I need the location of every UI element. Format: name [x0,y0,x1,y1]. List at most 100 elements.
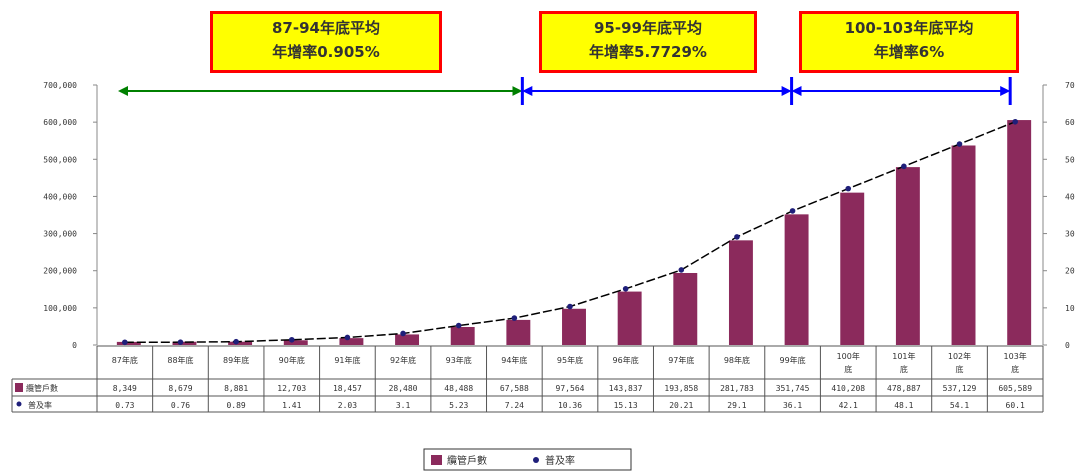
annotation-1-line2: 年增率0.905% [272,43,380,61]
x-tick-label: 99年底 [779,355,805,365]
annotation-2-line2: 年增率5.7729% [589,43,707,61]
row-header-line: 普及率 [28,400,52,410]
line-data-label: 20.21 [669,401,693,410]
bar-data-label: 12,703 [277,384,306,393]
annotation-1-line1: 87-94年底平均 [272,19,380,37]
x-tick-label: 92年底 [390,355,416,365]
bar [562,308,586,345]
bar-data-label: 18,457 [333,384,362,393]
line-point [845,185,852,192]
legend-box [423,448,632,471]
line-data-label: 42.1 [839,401,858,410]
annotation-box-2: 95-99年底平均 年增率5.7729% [539,11,757,73]
legend-swatch-line [533,457,539,463]
y-tick-label: 100,000 [43,304,77,313]
bar [506,319,531,345]
line-data-label: 54.1 [950,401,969,410]
line-point [233,338,239,345]
bar [283,340,308,345]
y2-tick-label: 50 [1065,155,1075,164]
y2-tick-label: 70 [1065,81,1075,90]
bar [450,326,475,345]
bar [840,192,865,345]
line-point [567,303,573,310]
bar [116,341,141,345]
x-tick-label: 88年底 [167,355,193,365]
line-data-label: 29.1 [727,401,746,410]
x-tick-label-cont: 底 [844,364,852,374]
y-tick-label: 600,000 [43,118,77,127]
line-data-label: 2.03 [338,401,357,410]
y-tick-label: 300,000 [43,230,77,239]
line-point [956,141,963,147]
line-point [400,330,406,337]
x-tick-label-cont: 底 [956,364,964,374]
bar-data-label: 351,745 [776,384,810,393]
x-tick-label: 103年 [1004,351,1027,361]
bar-data-label: 28,480 [389,384,418,393]
y2-tick-label: 30 [1065,230,1075,239]
x-tick-label: 95年底 [557,355,583,365]
bar-data-label: 605,589 [998,384,1032,393]
bar-data-label: 410,208 [831,384,865,393]
line-data-label: 60.1 [1006,401,1025,410]
bar [784,214,809,345]
bar [172,341,197,345]
line-data-label: 48.1 [894,401,913,410]
line-point [344,334,351,341]
line-point [288,336,295,343]
y-tick-label: 0 [72,341,77,350]
bar [617,291,642,345]
row-header-bars: 纜管戶數 [26,383,58,393]
line-point [177,339,184,345]
line-data-label: 36.1 [783,401,802,410]
x-tick-label: 101年 [892,351,915,361]
bar [895,167,920,345]
y-tick-label: 500,000 [43,155,77,164]
row-key-line [16,401,22,407]
bar-data-label: 8,349 [113,384,137,393]
x-tick-label-cont: 底 [1011,364,1019,374]
x-tick-label: 90年底 [279,355,305,365]
line-point [455,322,462,329]
bar-data-label: 478,887 [887,384,921,393]
line-point [122,339,128,346]
line-data-label: 1.41 [282,401,301,410]
bar [673,272,698,345]
line-point [1012,118,1018,125]
y2-tick-label: 60 [1065,118,1075,127]
bar [728,240,753,345]
y2-tick-label: 0 [1065,341,1070,350]
line-data-label: 0.89 [226,401,245,410]
bar [951,145,976,345]
x-tick-label: 100年 [837,351,860,361]
line-data-label: 10.36 [558,401,582,410]
line-point [511,315,518,321]
y2-tick-label: 10 [1065,304,1075,313]
line-data-label: 0.76 [171,401,190,410]
y-tick-label: 400,000 [43,192,77,201]
annotation-box-3: 100-103年底平均 年增率6% [799,11,1019,73]
bar-data-label: 143,837 [609,384,643,393]
x-tick-label: 94年底 [501,355,527,365]
bar-data-label: 193,858 [664,384,698,393]
annotation-3-line2: 年增率6% [873,43,945,61]
y2-tick-label: 20 [1065,267,1075,276]
line-point [734,234,740,240]
legend-label-line: 普及率 [545,454,575,467]
bar-data-label: 537,129 [943,384,977,393]
bar-data-label: 8,881 [224,384,248,393]
x-tick-label: 102年 [948,351,971,361]
bar-data-label: 48,488 [444,384,473,393]
x-tick-label: 87年底 [112,355,138,365]
y2-tick-label: 40 [1065,192,1075,201]
x-tick-label: 93年底 [446,355,472,365]
bar-data-label: 8,679 [168,384,192,393]
line-data-label: 5.23 [449,401,468,410]
bar-data-label: 281,783 [720,384,754,393]
x-tick-label-cont: 底 [900,364,908,374]
row-key-bar [15,383,23,392]
y-tick-label: 200,000 [43,267,77,276]
x-tick-label: 89年底 [223,355,249,365]
bar [1007,120,1032,345]
